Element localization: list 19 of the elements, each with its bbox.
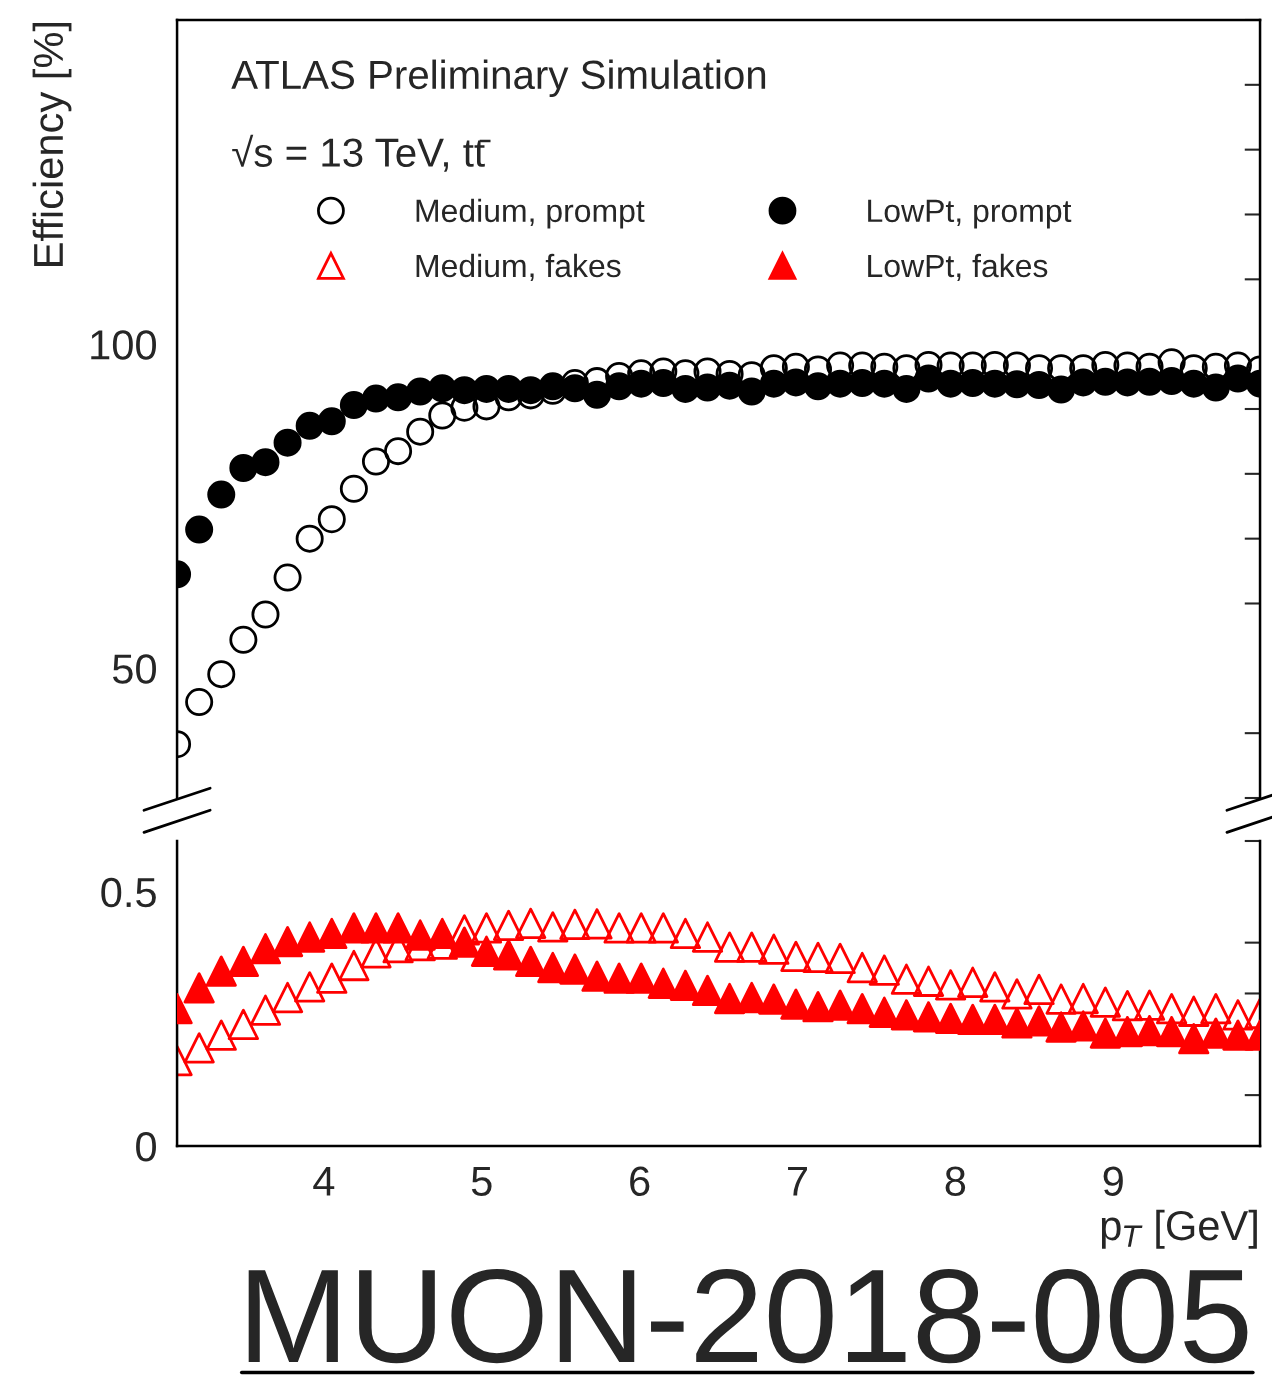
text: MUON-2018-005 [248,1268,1248,1364]
legend-label: Medium, fakes [416,253,621,282]
x-tick-label: 7 [788,1166,807,1196]
legend-label: Medium, prompt [416,198,645,229]
y-tick-label: 50 [112,654,156,684]
y-tick-label: 100 [91,330,156,360]
x-tick-label: 6 [630,1166,650,1196]
legend-label: LowPt, fakes [868,253,1048,282]
x-tick-label: 4 [313,1166,335,1196]
y-axis-title: Efficiency [%] [32,22,72,266]
x-tick-label: 9 [1103,1166,1123,1196]
annotation: ATLAS Preliminary Simulation [231,59,766,98]
y-tick-label: 0.5 [101,877,156,908]
y-tick-label: 0 [136,1131,156,1162]
x-tick-label: 5 [471,1166,492,1196]
x-tick-label: 8 [945,1166,966,1196]
x-axis-title: p$_{T}$ [GeV] [1101,1209,1257,1249]
legend-label: LowPt, prompt [868,199,1072,229]
annotation: √s = 13 TeV, tt̄ [232,134,491,172]
